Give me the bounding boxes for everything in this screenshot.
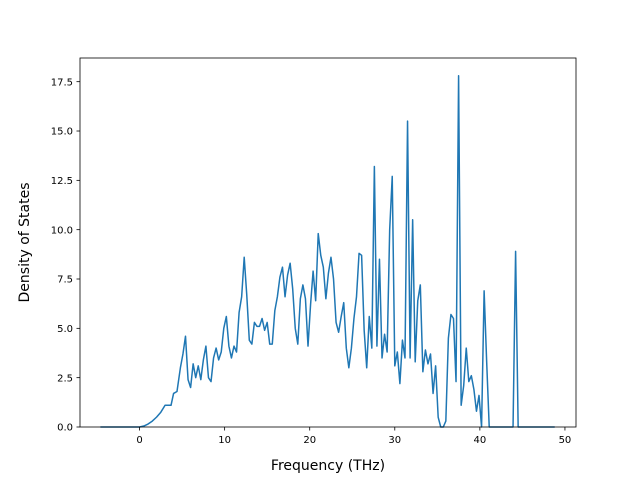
y-axis-ticks: 0.0 2.5 5.0 7.5 10.0 12.5 15.0 17.5 — [51, 77, 80, 434]
x-axis-ticks: 0 10 20 30 40 50 — [136, 427, 571, 446]
x-tick-label: 20 — [303, 435, 316, 446]
y-tick-label: 2.5 — [57, 373, 73, 384]
y-tick-label: 12.5 — [51, 176, 73, 187]
x-tick-label: 30 — [388, 435, 401, 446]
x-axis-label: Frequency (THz) — [271, 458, 385, 474]
x-tick-label: 10 — [218, 435, 231, 446]
y-tick-label: 5.0 — [57, 324, 73, 335]
y-tick-label: 10.0 — [51, 225, 73, 236]
plot-frame — [79, 57, 577, 428]
x-tick-label: 50 — [559, 435, 572, 446]
y-tick-label: 17.5 — [51, 77, 73, 88]
y-axis-label: Density of States — [17, 183, 33, 303]
x-tick-label: 0 — [136, 435, 142, 446]
y-tick-label: 7.5 — [57, 275, 73, 286]
series-layer — [100, 75, 555, 428]
y-tick-label: 15.0 — [51, 127, 73, 138]
y-tick-label: 0.0 — [57, 423, 73, 434]
series-line-0 — [100, 75, 555, 428]
x-tick-label: 40 — [473, 435, 486, 446]
